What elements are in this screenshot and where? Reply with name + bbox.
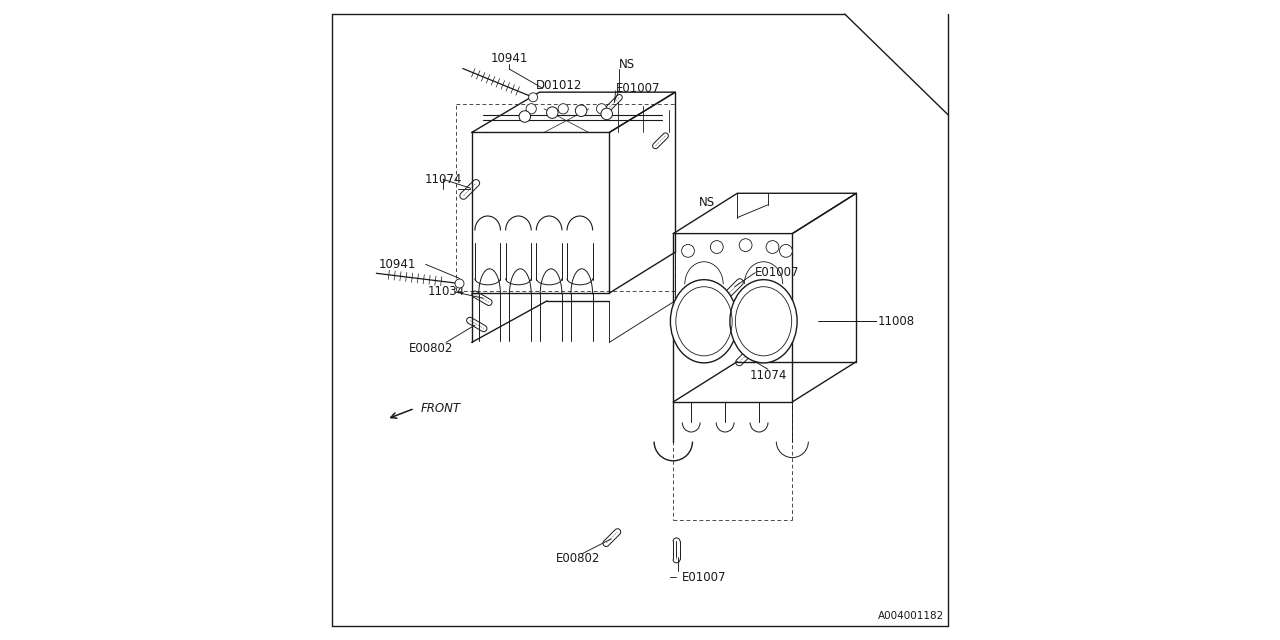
Text: A004001182: A004001182 bbox=[878, 611, 945, 621]
Text: E01007: E01007 bbox=[755, 266, 800, 279]
Circle shape bbox=[682, 244, 694, 257]
Text: 10941: 10941 bbox=[379, 258, 416, 271]
Ellipse shape bbox=[671, 280, 737, 363]
Circle shape bbox=[576, 105, 586, 116]
Text: NS: NS bbox=[699, 196, 716, 209]
Circle shape bbox=[780, 244, 792, 257]
Circle shape bbox=[710, 241, 723, 253]
Text: E00802: E00802 bbox=[556, 552, 600, 564]
Circle shape bbox=[765, 241, 780, 253]
Circle shape bbox=[526, 104, 536, 114]
Text: NS: NS bbox=[620, 58, 635, 71]
Text: 11074: 11074 bbox=[750, 369, 787, 382]
Text: 11074: 11074 bbox=[425, 173, 462, 186]
Circle shape bbox=[596, 104, 607, 114]
Circle shape bbox=[602, 108, 613, 120]
Text: 11034: 11034 bbox=[428, 285, 465, 298]
Text: 10941: 10941 bbox=[490, 52, 529, 65]
Circle shape bbox=[529, 93, 538, 102]
Circle shape bbox=[547, 107, 558, 118]
Circle shape bbox=[740, 239, 753, 252]
Text: FRONT: FRONT bbox=[421, 402, 461, 415]
Text: D01012: D01012 bbox=[536, 79, 582, 92]
Text: E01007: E01007 bbox=[682, 571, 727, 584]
Text: 11008: 11008 bbox=[878, 315, 915, 328]
Text: E00802: E00802 bbox=[410, 342, 453, 355]
Circle shape bbox=[456, 279, 465, 288]
Circle shape bbox=[520, 111, 530, 122]
Circle shape bbox=[558, 104, 568, 114]
Text: E01007: E01007 bbox=[616, 82, 660, 95]
Ellipse shape bbox=[730, 280, 797, 363]
